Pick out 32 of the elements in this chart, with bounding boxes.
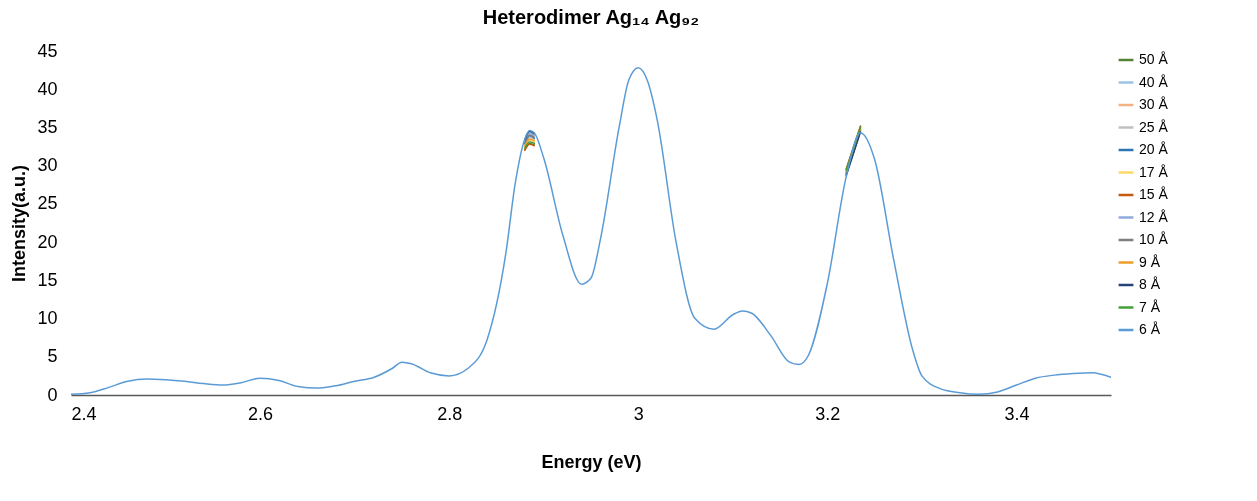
x-tick-label: 2.6	[248, 403, 274, 424]
chart-title: Heterodimer Ag₁₄ Ag₉₂	[482, 6, 700, 28]
legend-label: 17 Å	[1139, 163, 1169, 180]
y-axis-title: Intensity(a.u.)	[9, 164, 30, 283]
x-tick-label: 3	[633, 403, 644, 424]
legend-label: 10 Å	[1139, 231, 1169, 247]
y-tick-label: 5	[47, 346, 58, 367]
legend-label: 7 Å	[1139, 298, 1161, 315]
legend-label: 50 Å	[1139, 51, 1169, 67]
x-tick-label: 3.2	[815, 403, 841, 424]
legend-label: 30 Å	[1139, 96, 1169, 112]
y-tick-label: 0	[47, 384, 58, 405]
y-tick-label: 25	[37, 193, 58, 214]
legend-label: 8 Å	[1139, 276, 1161, 292]
y-tick-label: 10	[37, 308, 58, 329]
y-tick-label: 20	[37, 231, 58, 252]
legend-label: 40 Å	[1139, 73, 1169, 90]
legend-label: 20 Å	[1139, 141, 1169, 157]
y-tick-label: 45	[37, 40, 58, 61]
legend-label: 9 Å	[1139, 253, 1161, 270]
y-tick-label: 35	[37, 116, 58, 137]
legend-label: 6 Å	[1139, 321, 1161, 337]
y-tick-label: 40	[37, 78, 58, 99]
x-tick-label: 3.4	[1004, 403, 1030, 424]
legend-label: 25 Å	[1139, 118, 1169, 135]
legend-label: 12 Å	[1139, 208, 1169, 225]
legend-label: 15 Å	[1139, 186, 1169, 202]
x-axis-title: Energy (eV)	[541, 451, 642, 472]
x-tick-label: 2.8	[437, 403, 463, 424]
y-tick-label: 30	[37, 155, 58, 176]
y-tick-label: 15	[37, 269, 58, 290]
x-tick-label: 2.4	[71, 403, 97, 424]
